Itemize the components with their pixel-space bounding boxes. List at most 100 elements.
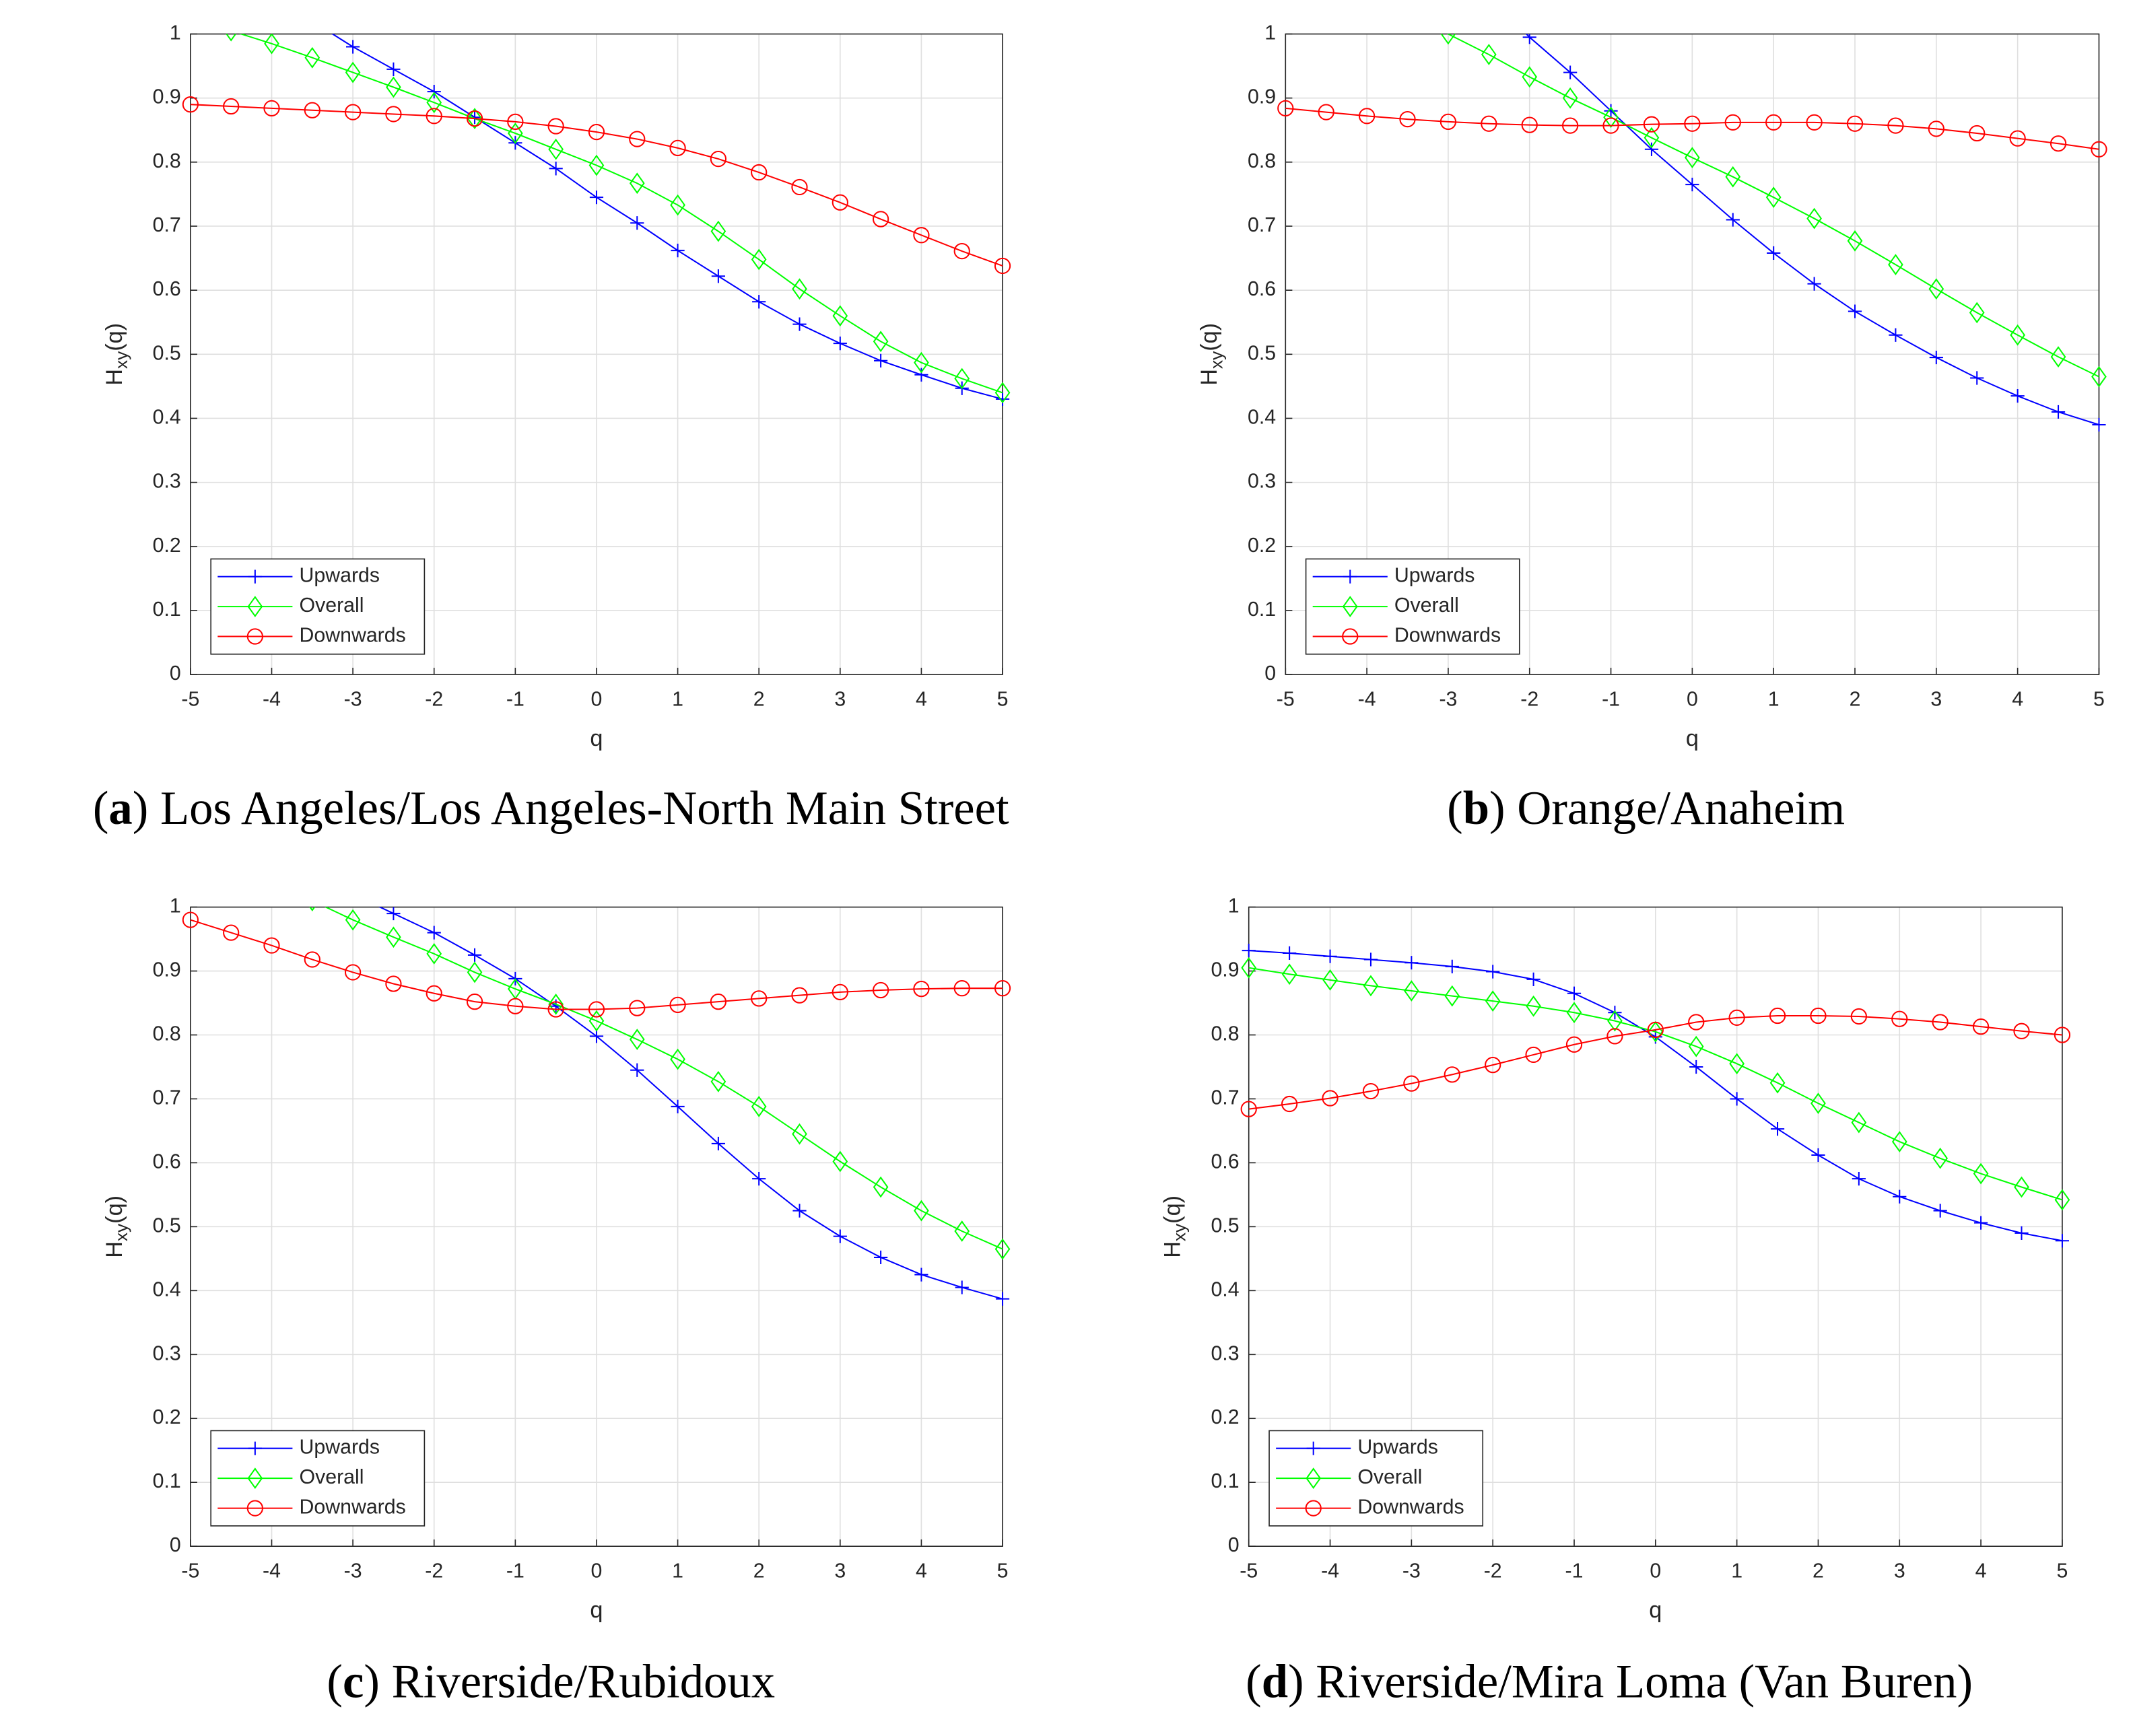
marker — [872, 981, 889, 999]
x-tick-label: -3 — [344, 1560, 362, 1583]
marker — [1305, 1500, 1322, 1517]
marker — [1807, 277, 1821, 291]
marker — [346, 887, 360, 901]
marker — [833, 1229, 847, 1243]
marker — [1241, 957, 1257, 979]
marker — [913, 227, 930, 244]
marker — [345, 909, 361, 931]
marker — [751, 164, 768, 181]
x-tick-label: 4 — [1975, 1560, 1987, 1583]
y-tick-label: 0.2 — [153, 1406, 181, 1428]
marker — [1644, 127, 1660, 149]
marker — [2050, 135, 2067, 152]
marker — [1522, 66, 1538, 88]
x-tick-label: -2 — [1520, 688, 1538, 710]
legend: Upwards Overall Downwards — [1305, 558, 1520, 655]
legend-label: Upwards — [1357, 1436, 1438, 1459]
marker — [1363, 975, 1379, 997]
y-tick-label: 1 — [1228, 895, 1240, 917]
marker — [954, 1220, 970, 1242]
marker — [1322, 969, 1338, 991]
marker — [955, 1280, 969, 1294]
marker — [1767, 246, 1781, 261]
marker — [2055, 1234, 2070, 1248]
y-tick-label: 0.3 — [153, 1342, 181, 1364]
marker — [182, 911, 199, 928]
x-tick-label: 3 — [1894, 1560, 1905, 1583]
data-layer — [182, 34, 1011, 407]
marker — [223, 924, 240, 941]
marker — [792, 1123, 807, 1145]
y-tick-label: 0.8 — [1211, 1023, 1239, 1045]
marker — [263, 937, 280, 954]
marker — [263, 100, 280, 117]
marker — [1769, 1072, 1786, 1094]
marker — [467, 961, 483, 983]
y-tick-label: 0.7 — [1248, 214, 1276, 236]
caption: (d) Riverside/Mira Loma (Van Buren) — [1246, 1655, 1973, 1708]
y-tick-label: 0 — [170, 1534, 181, 1556]
marker — [872, 211, 889, 228]
chart: -5 -4 -3 -2 -1 0 1 2 3 4 5 0 0.1 0.2 0.3 0.4 0.5 0.6 0.7 0.… — [93, 22, 1011, 835]
marker — [1281, 1095, 1298, 1113]
x-tick-label: -2 — [425, 1560, 443, 1583]
x-tick-label: -2 — [425, 688, 443, 710]
marker — [1851, 1111, 1867, 1134]
x-tick-label: 0 — [1687, 688, 1698, 710]
marker — [1893, 1189, 1907, 1204]
marker — [1969, 125, 1986, 142]
x-tick-label: -4 — [1358, 688, 1376, 710]
marker — [1481, 115, 1497, 132]
y-tick-label: 0.4 — [153, 1278, 181, 1300]
marker — [467, 108, 483, 130]
y-tick-label: 0.7 — [153, 214, 181, 236]
y-tick-label: 0.5 — [153, 342, 181, 364]
marker — [1481, 44, 1497, 65]
marker — [1440, 113, 1457, 130]
y-tick-label: 0.3 — [1211, 1342, 1239, 1364]
marker — [265, 872, 278, 891]
legend-label: Overall — [1394, 594, 1459, 617]
marker — [1486, 965, 1500, 979]
marker — [1811, 1148, 1825, 1162]
marker — [508, 123, 523, 144]
marker — [914, 368, 928, 382]
legend: Upwards Overall Downwards — [210, 1430, 426, 1527]
marker — [1342, 596, 1358, 617]
marker — [1526, 972, 1540, 986]
marker — [246, 1500, 263, 1517]
marker — [954, 368, 970, 390]
marker — [832, 305, 848, 327]
series-line — [190, 919, 1003, 1010]
marker — [1724, 114, 1741, 131]
marker — [670, 1048, 685, 1070]
marker — [588, 154, 605, 176]
marker — [629, 1029, 645, 1051]
marker — [1889, 328, 1903, 342]
y-tick-label: 0.7 — [153, 1086, 181, 1109]
marker — [1360, 0, 1374, 5]
marker — [589, 1029, 604, 1043]
marker — [2091, 366, 2107, 388]
marker — [306, 868, 319, 882]
y-tick-label: 0 — [1228, 1534, 1240, 1556]
marker — [1647, 1021, 1664, 1039]
x-tick-label: 2 — [1850, 688, 1861, 710]
chart: -5 -4 -3 -2 -1 0 1 2 3 4 5 0 0.1 0.2 0.3 0.4 0.5 0.6 0.7 0.… — [102, 868, 1011, 1708]
marker — [467, 948, 482, 962]
marker — [791, 987, 808, 1004]
data-layer — [1277, 0, 2107, 432]
y-tick-label: 1 — [170, 895, 181, 917]
marker — [710, 220, 726, 242]
marker — [711, 269, 725, 283]
marker — [1604, 104, 1618, 118]
marker — [792, 1204, 807, 1218]
y-tick-label: 0.1 — [1211, 1470, 1239, 1492]
marker — [1404, 980, 1419, 1002]
marker — [914, 1200, 929, 1222]
marker — [874, 353, 888, 368]
marker — [427, 926, 441, 940]
marker — [671, 1099, 685, 1113]
y-tick-label: 0.5 — [153, 1214, 181, 1237]
marker — [1810, 1007, 1827, 1025]
